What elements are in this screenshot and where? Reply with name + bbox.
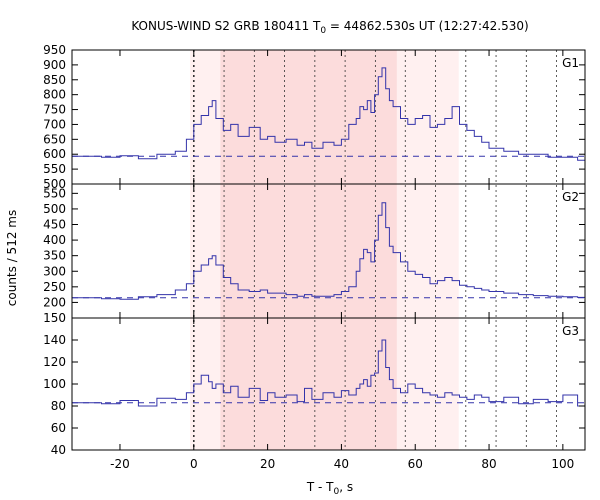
y-tick-label: 700 bbox=[43, 117, 66, 131]
y-tick-label: 650 bbox=[43, 132, 66, 146]
series-line-g1 bbox=[72, 67, 585, 161]
y-tick-label: 500 bbox=[43, 177, 66, 191]
y-tick-label: 100 bbox=[43, 377, 66, 391]
y-tick-label: 120 bbox=[43, 355, 66, 369]
chart-title-rest: = 44862.530s UT (12:27:42.530) bbox=[326, 19, 529, 33]
y-tick-label: 850 bbox=[43, 73, 66, 87]
y-tick-label: 250 bbox=[43, 280, 66, 294]
x-tick-label: -20 bbox=[110, 457, 130, 471]
y-tick-label: 450 bbox=[43, 218, 66, 232]
x-tick-label: 20 bbox=[260, 457, 275, 471]
plot-area: 500550600650700750800850900950G115020025… bbox=[43, 43, 586, 471]
y-tick-label: 150 bbox=[43, 311, 66, 325]
panel-g3: 40 60 80 100 120 140 G3 bbox=[43, 317, 586, 457]
panel-name-label: G2 bbox=[562, 190, 579, 204]
y-tick-label: 140 bbox=[43, 333, 66, 347]
x-tick-label: 60 bbox=[408, 457, 423, 471]
y-tick-label: 750 bbox=[43, 103, 66, 117]
y-tick-label: 60 bbox=[51, 421, 66, 435]
y-tick-label: 80 bbox=[51, 399, 66, 413]
y-tick-label: 900 bbox=[43, 58, 66, 72]
series-line-g3 bbox=[72, 339, 586, 407]
x-axis-label: T - T0, s bbox=[306, 480, 353, 497]
y-axis-label: counts / 512 ms bbox=[5, 210, 19, 306]
y-tick-label: 800 bbox=[43, 88, 66, 102]
x-tick-label: 100 bbox=[551, 457, 574, 471]
y-tick-label: 550 bbox=[43, 162, 66, 176]
y-tick-label: 400 bbox=[43, 233, 66, 247]
y-tick-label: 350 bbox=[43, 249, 66, 263]
shaded-region-1 bbox=[220, 50, 397, 450]
panel-name-label: G3 bbox=[562, 324, 579, 338]
x-tick-label: 0 bbox=[190, 457, 198, 471]
x-tick-label: 80 bbox=[481, 457, 496, 471]
y-tick-label: 40 bbox=[51, 443, 66, 457]
y-tick-label: 950 bbox=[43, 43, 66, 57]
y-tick-label: 300 bbox=[43, 264, 66, 278]
chart-title-subscript: 0 bbox=[320, 26, 326, 36]
x-tick-label: 40 bbox=[334, 457, 349, 471]
panel-name-label: G1 bbox=[562, 56, 579, 70]
x-axis-label-main: T - T bbox=[306, 480, 334, 494]
y-tick-label: 600 bbox=[43, 147, 66, 161]
x-axis-label-rest: , s bbox=[339, 480, 353, 494]
y-tick-label: 550 bbox=[43, 186, 66, 200]
chart-title: KONUS-WIND S2 GRB 180411 T0 = 44862.530s… bbox=[131, 19, 528, 36]
series-line-g2 bbox=[72, 202, 586, 300]
x-axis-label-subscript: 0 bbox=[334, 487, 340, 497]
chart-title-main: KONUS-WIND S2 GRB 180411 T bbox=[131, 19, 321, 33]
y-tick-label: 500 bbox=[43, 202, 66, 216]
y-tick-label: 200 bbox=[43, 295, 66, 309]
